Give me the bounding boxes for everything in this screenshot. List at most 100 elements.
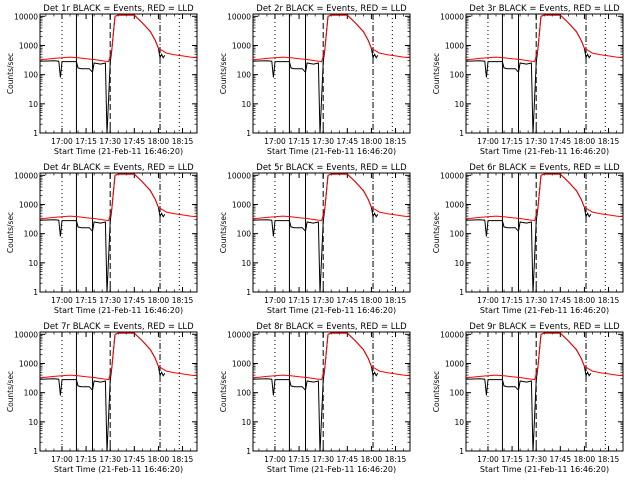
plot-frame xyxy=(39,331,198,452)
y-tick-label: 1000 xyxy=(19,359,38,368)
series-events xyxy=(253,173,379,292)
y-tick-label: 10000 xyxy=(440,171,464,180)
series-events xyxy=(253,332,379,451)
y-tick-label: 10 xyxy=(454,259,464,268)
y-tick-label: 10 xyxy=(28,100,38,109)
panel-8: Det 8r BLACK = Events, RED = LLD 1 10 100 10… xyxy=(219,322,411,474)
x-tick-label: 18:15 xyxy=(385,455,407,464)
panel-6: Det 6r BLACK = Events, RED = LLD 1 10 100 10… xyxy=(432,163,624,315)
series-events xyxy=(466,332,592,451)
y-tick-label: 100 xyxy=(450,389,465,398)
series-lld xyxy=(253,332,410,381)
panel-title: Det 1r BLACK = Events, RED = LLD xyxy=(43,4,194,14)
y-tick-label: 1000 xyxy=(445,200,464,209)
series-lld xyxy=(466,332,623,381)
panel-title: Det 7r BLACK = Events, RED = LLD xyxy=(43,322,194,332)
y-tick-label: 1000 xyxy=(232,200,251,209)
x-tick-label: 17:00 xyxy=(51,296,73,305)
x-tick-label: 18:00 xyxy=(574,296,596,305)
plot-frame xyxy=(252,13,411,134)
y-tick-label: 1000 xyxy=(445,359,464,368)
y-tick-label: 10 xyxy=(241,259,251,268)
y-axis-label: Counts/sec xyxy=(432,53,441,94)
x-tick-label: 17:00 xyxy=(264,455,286,464)
series-events xyxy=(40,332,166,451)
x-axis-label: Start Time (21-Feb-11 16:46:20) xyxy=(267,306,396,315)
y-tick-label: 1000 xyxy=(19,41,38,50)
x-tick-label: 17:45 xyxy=(123,455,145,464)
y-tick-label: 100 xyxy=(237,389,252,398)
x-tick-label: 18:00 xyxy=(574,137,596,146)
y-tick-label: 10 xyxy=(28,418,38,427)
panel-1: Det 1r BLACK = Events, RED = LLD 1 10 100 10… xyxy=(6,4,198,156)
y-tick-label: 10000 xyxy=(227,12,251,21)
y-tick-label: 1000 xyxy=(19,200,38,209)
panel-7: Det 7r BLACK = Events, RED = LLD 1 10 100 10… xyxy=(6,322,198,474)
x-tick-label: 17:15 xyxy=(75,137,97,146)
plot-frame xyxy=(252,331,411,452)
x-tick-label: 17:30 xyxy=(525,137,547,146)
series-lld xyxy=(466,14,623,63)
x-tick-label: 17:15 xyxy=(501,137,523,146)
x-tick-label: 17:30 xyxy=(99,296,121,305)
x-axis-label: Start Time (21-Feb-11 16:46:20) xyxy=(480,465,609,474)
x-tick-label: 18:00 xyxy=(148,137,170,146)
series-events xyxy=(253,14,379,133)
y-tick-label: 100 xyxy=(24,389,39,398)
panel-title: Det 3r BLACK = Events, RED = LLD xyxy=(469,4,620,14)
series-lld xyxy=(253,173,410,222)
series-lld xyxy=(40,14,197,63)
plot-frame xyxy=(465,13,624,134)
x-tick-label: 17:45 xyxy=(336,455,358,464)
series-lld xyxy=(466,173,623,222)
plot-frame xyxy=(465,331,624,452)
y-tick-label: 1 xyxy=(459,447,464,456)
x-tick-label: 18:00 xyxy=(148,455,170,464)
y-tick-label: 1 xyxy=(459,129,464,138)
y-tick-label: 10 xyxy=(241,100,251,109)
y-tick-label: 1 xyxy=(246,288,251,297)
x-tick-label: 17:15 xyxy=(288,296,310,305)
x-tick-label: 17:00 xyxy=(51,137,73,146)
x-tick-label: 17:15 xyxy=(501,296,523,305)
y-tick-label: 1000 xyxy=(445,41,464,50)
y-tick-label: 1 xyxy=(246,129,251,138)
x-tick-label: 18:00 xyxy=(361,296,383,305)
x-axis-label: Start Time (21-Feb-11 16:46:20) xyxy=(480,306,609,315)
y-tick-label: 100 xyxy=(24,71,39,80)
x-tick-label: 17:15 xyxy=(501,455,523,464)
y-tick-label: 1 xyxy=(33,447,38,456)
x-axis-label: Start Time (21-Feb-11 16:46:20) xyxy=(480,147,609,156)
y-axis-label: Counts/sec xyxy=(432,212,441,253)
x-tick-label: 17:45 xyxy=(549,455,571,464)
x-tick-label: 17:00 xyxy=(477,455,499,464)
y-tick-label: 1 xyxy=(33,129,38,138)
series-lld xyxy=(40,173,197,222)
y-tick-label: 10 xyxy=(241,418,251,427)
y-tick-label: 10000 xyxy=(440,12,464,21)
y-tick-label: 1 xyxy=(33,288,38,297)
x-axis-label: Start Time (21-Feb-11 16:46:20) xyxy=(267,147,396,156)
panel-9: Det 9r BLACK = Events, RED = LLD 1 10 100 10… xyxy=(432,322,624,474)
x-tick-label: 17:30 xyxy=(312,296,334,305)
panel-5: Det 5r BLACK = Events, RED = LLD 1 10 100 10… xyxy=(219,163,411,315)
panel-title: Det 2r BLACK = Events, RED = LLD xyxy=(256,4,407,14)
x-tick-label: 18:15 xyxy=(598,455,620,464)
x-tick-label: 17:45 xyxy=(123,137,145,146)
series-lld xyxy=(253,14,410,63)
x-tick-label: 18:00 xyxy=(574,455,596,464)
x-tick-label: 17:15 xyxy=(75,455,97,464)
y-axis-label: Counts/sec xyxy=(219,212,228,253)
plot-frame xyxy=(39,13,198,134)
y-tick-label: 10000 xyxy=(14,330,38,339)
x-tick-label: 17:00 xyxy=(264,137,286,146)
x-tick-label: 17:45 xyxy=(549,137,571,146)
y-axis-label: Counts/sec xyxy=(6,371,15,412)
x-tick-label: 17:00 xyxy=(477,296,499,305)
y-tick-label: 10000 xyxy=(227,171,251,180)
x-tick-label: 18:15 xyxy=(172,296,194,305)
y-tick-label: 10 xyxy=(28,259,38,268)
x-tick-label: 17:30 xyxy=(525,296,547,305)
y-tick-label: 100 xyxy=(237,230,252,239)
